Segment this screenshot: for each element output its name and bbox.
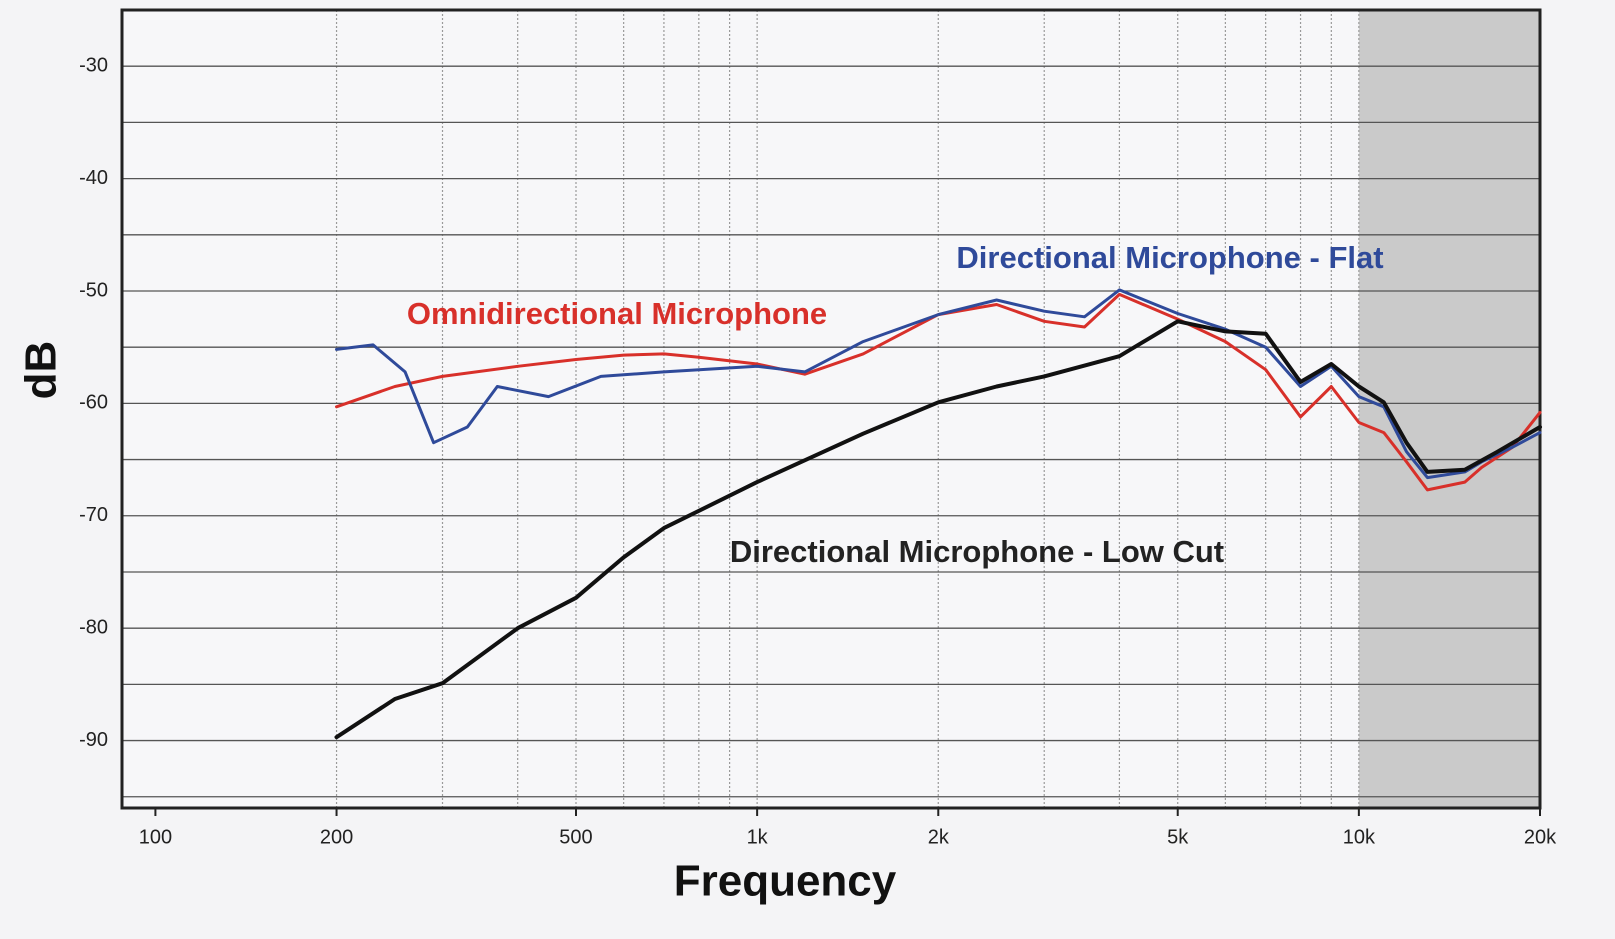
y-tick-label: -30	[79, 54, 108, 76]
x-tick-label: 200	[320, 826, 353, 848]
plot-frame	[120, 8, 1542, 810]
x-tick-label: 1k	[747, 826, 769, 848]
plot-background	[122, 10, 1540, 808]
x-tick-label: 10k	[1343, 826, 1376, 848]
legend-label: Directional Microphone - Flat	[956, 240, 1383, 275]
y-tick-label: -70	[79, 504, 108, 526]
x-tick-label: 500	[559, 826, 592, 848]
y-tick-label: -90	[79, 729, 108, 751]
series-line	[335, 292, 1542, 492]
x-tick-label: 100	[139, 826, 172, 848]
x-tick-label: 20k	[1524, 826, 1557, 848]
series-line	[335, 288, 1542, 480]
series-line	[334, 319, 1542, 740]
legend-label: Omnidirectional Microphone	[407, 296, 827, 331]
x-axis-title: Frequency	[674, 857, 897, 906]
legend-label: Directional Microphone - Low Cut	[730, 534, 1224, 569]
y-tick-label: -80	[79, 616, 108, 638]
x-tick-label: 5k	[1167, 826, 1189, 848]
y-tick-label: -60	[79, 392, 108, 414]
y-tick-label: -50	[79, 279, 108, 301]
y-axis-title: dB	[17, 341, 66, 400]
x-tick-label: 2k	[928, 826, 950, 848]
y-tick-label: -40	[79, 167, 108, 189]
